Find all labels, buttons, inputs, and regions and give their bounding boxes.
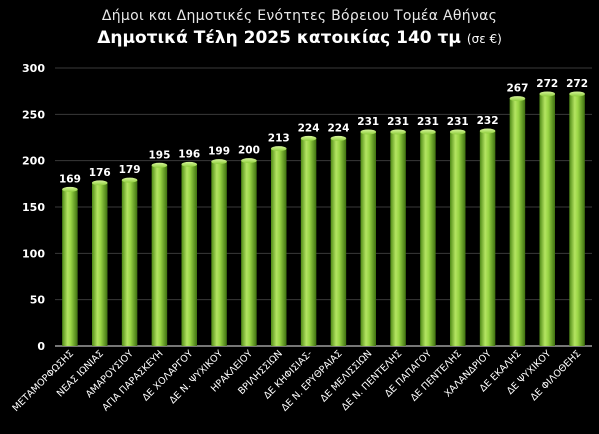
bar-cap: [449, 129, 466, 135]
y-tick-label: 0: [37, 340, 45, 353]
value-label: 213: [268, 133, 290, 145]
chart-title: Δήμοι και Δημοτικές Ενότητες Βόρειου Τομ…: [101, 8, 498, 24]
bar-cap: [420, 129, 436, 135]
bar-cap: [390, 129, 406, 135]
value-label: 231: [357, 116, 379, 128]
chart-subtitle: Δημοτικά Τέλη 2025 κατοικίας 140 τμ (σε €…: [0, 28, 599, 48]
y-axis: 0 50 100 150 200 250 300: [22, 62, 45, 353]
y-tick-label: 200: [22, 155, 45, 168]
bar: [390, 131, 406, 346]
bar-cap: [479, 128, 496, 134]
y-tick-label: 150: [22, 201, 45, 214]
bar: [300, 138, 317, 346]
value-label: 195: [148, 149, 170, 161]
value-label: 231: [387, 116, 409, 128]
bar: [211, 161, 227, 346]
bar-cap: [181, 161, 198, 167]
bar: [509, 98, 526, 346]
bar: [241, 160, 257, 346]
x-tick-label: ΔΕ Ν. ΨΥΧΙΚΟΥ: [167, 348, 225, 406]
x-tick-label: ΔΕ ΜΕΛΙΣΣΙΩΝ: [318, 348, 374, 404]
value-label: 176: [89, 167, 111, 179]
bar-cap: [121, 177, 138, 183]
bar: [360, 131, 377, 346]
bar: [539, 93, 556, 347]
value-labels: 169 176 179 195 196 199 200 213 224 224 231 231 231 2…: [59, 78, 588, 185]
value-label: 272: [536, 78, 558, 90]
bar: [569, 93, 585, 347]
bar: [91, 182, 108, 346]
y-tick-label: 100: [22, 247, 45, 260]
chart-subtitle-text: Δημοτικά Τέλη 2025 κατοικίας 140 τμ: [97, 28, 461, 48]
bar-cap: [270, 146, 287, 152]
bar: [62, 189, 78, 346]
bar-cap: [330, 135, 347, 141]
value-label: 232: [477, 115, 499, 127]
value-label: 224: [327, 122, 349, 134]
bar: [479, 131, 496, 346]
y-tick-label: 50: [30, 294, 46, 307]
bar: [270, 148, 287, 346]
bar-cap: [509, 96, 526, 102]
value-label: 199: [208, 146, 230, 158]
unit-note: (σε €): [466, 32, 502, 46]
bar-cap: [241, 158, 257, 164]
bar: [330, 138, 347, 346]
value-label: 231: [447, 116, 469, 128]
bar: [420, 131, 436, 346]
bar-cap: [211, 159, 227, 165]
value-label: 231: [417, 116, 439, 128]
bar: [181, 164, 198, 346]
bar: [121, 180, 138, 346]
value-label: 169: [59, 173, 81, 185]
bar: [151, 165, 168, 346]
bar-cap: [91, 180, 108, 186]
bar-cap: [300, 135, 317, 141]
y-tick-label: 300: [22, 62, 45, 75]
value-label: 196: [178, 148, 200, 160]
value-label: 272: [566, 78, 588, 90]
bar-cap: [539, 91, 556, 97]
gridlines: [55, 67, 592, 347]
y-tick-label: 250: [22, 108, 45, 121]
bar-cap: [360, 129, 377, 135]
bar-cap: [569, 91, 585, 97]
bar: [449, 131, 466, 346]
value-label: 200: [238, 145, 260, 157]
value-label: 179: [119, 164, 141, 176]
bar-cap: [62, 186, 78, 192]
value-label: 267: [506, 83, 528, 95]
value-label: 224: [298, 122, 320, 134]
bars: [62, 91, 585, 347]
bar-cap: [151, 162, 168, 168]
